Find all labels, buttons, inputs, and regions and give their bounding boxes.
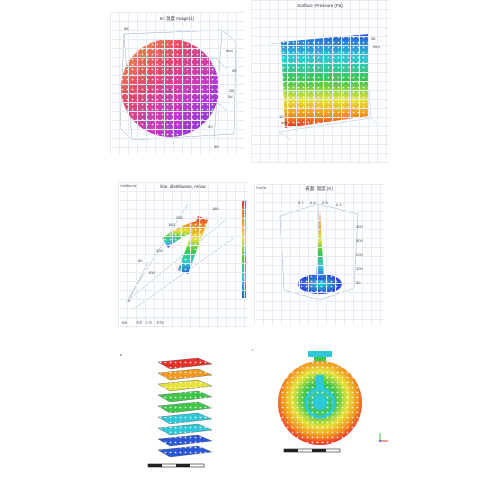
panel-pressure[interactable]: Surface: Pressure (Pa) 58 mm 10 mm — [251, 0, 389, 163]
axis-label: 100 — [356, 266, 363, 271]
toolbar-item[interactable]: ℂℬ — [146, 320, 152, 325]
sphere-plot — [119, 29, 237, 141]
panel-wheel[interactable]: • — [250, 345, 395, 465]
axis-label: 0.7 — [298, 200, 304, 205]
pressure-plot — [270, 34, 378, 141]
plate-dots — [158, 413, 212, 424]
axis-label: 250 — [176, 215, 183, 220]
panel-header: Untitled ▸ — [120, 183, 137, 188]
corner-label: • — [252, 347, 254, 352]
plate-dots — [158, 380, 212, 391]
axis-label: mm — [373, 44, 380, 49]
plate-dots — [158, 402, 212, 413]
axis-label: 58 — [371, 36, 376, 41]
panel-title: 表面: 温度 (K) — [305, 186, 333, 191]
axis-label: 58 — [214, 144, 219, 149]
axis-label: 0.3 — [322, 200, 328, 205]
plate-dots — [158, 446, 212, 457]
panel-header: Surf ▸ — [256, 185, 267, 190]
toolbar-item[interactable]: ℬℬ — [136, 320, 143, 325]
plate-dots — [158, 391, 212, 402]
axis-label: mm — [226, 48, 233, 53]
axis-label: 58 — [124, 26, 129, 31]
axis-label: 0 — [128, 298, 131, 303]
spike-plot — [279, 203, 359, 301]
axis-label: -58 — [228, 88, 234, 93]
toolbar-item[interactable]: ℓℓ8 — [122, 320, 127, 325]
axis-label: 60 — [138, 258, 143, 263]
axis-label: 100 — [148, 270, 155, 275]
panel-title: Surface: Pressure (Pa) — [297, 3, 343, 8]
plate-dots — [158, 358, 212, 369]
axis-label: 180 — [212, 206, 219, 211]
axis-triad-icon — [379, 433, 388, 442]
panel-stacked-plates[interactable]: n — [118, 350, 244, 474]
panel-sphere[interactable]: In: 温度 Image(1) 58 mm 50 -58 5d 50 58 — [110, 12, 244, 154]
spike-peak — [316, 212, 324, 280]
plate-dots — [158, 435, 212, 446]
axis-label: 300 — [356, 238, 363, 243]
panel-title: In: 温度 Image(1) — [159, 16, 195, 21]
arrow-plot — [120, 200, 246, 319]
axis-label: 50 — [232, 68, 237, 73]
axis-label: mm — [281, 120, 288, 125]
toolbar-item[interactable]: ℬℛℓ — [156, 320, 164, 325]
axis-label: 160 — [168, 222, 175, 227]
axis-label: 50 — [356, 280, 361, 285]
axis-label: 0.5 — [310, 200, 316, 205]
corner-label: n — [120, 352, 123, 357]
axis-label: 50 — [208, 124, 213, 129]
axis-label: 10 — [279, 114, 284, 119]
axis-label: 5d — [228, 94, 233, 99]
axis-label: 200 — [156, 248, 163, 253]
wheel-plot — [278, 351, 388, 453]
panel-title: line: distribution, Arrow — [160, 184, 206, 189]
panel-arrow[interactable]: Untitled ▸ line: distribution, Arrow 250… — [118, 182, 248, 328]
axis-label: 200 — [356, 252, 363, 257]
plate-dots — [158, 424, 212, 435]
axis-label: 0.1 — [336, 202, 342, 207]
axis-label: 400 — [356, 224, 363, 229]
plates-plot — [147, 357, 213, 468]
panel-spike[interactable]: Surf ▸ 表面: 温度 (K) 0.7 0.5 0.3 0.1 400 30… — [254, 184, 384, 326]
color-legend — [242, 200, 246, 298]
plate-dots — [158, 369, 212, 380]
